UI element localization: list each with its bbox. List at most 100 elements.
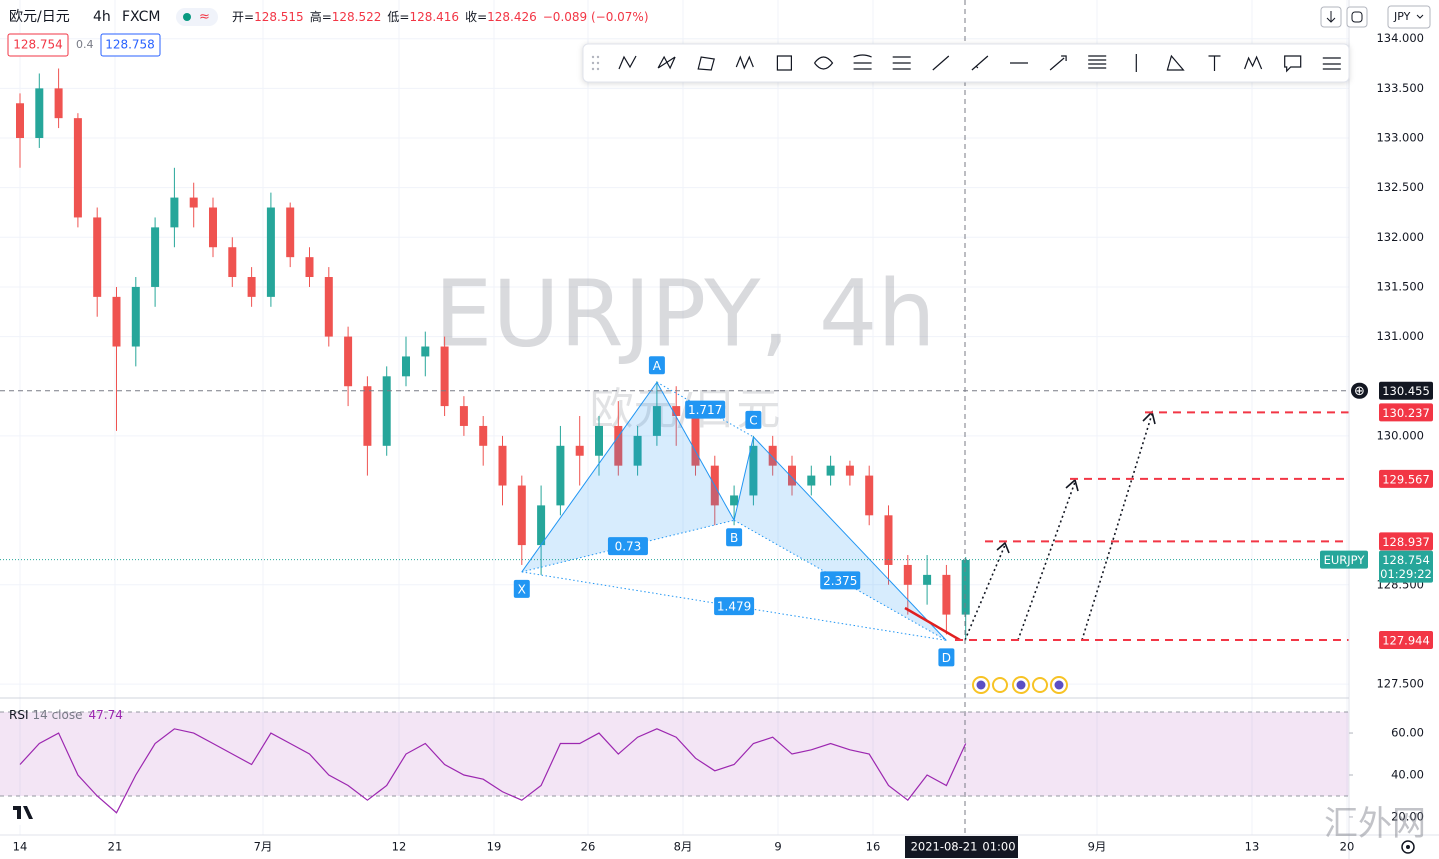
tool-icon[interactable]	[814, 56, 834, 70]
y-tick-label: 131.000	[1376, 329, 1424, 343]
point-label: C	[749, 413, 757, 427]
candle-body	[768, 445, 777, 466]
tool-icon[interactable]	[657, 55, 676, 70]
candle-body	[266, 207, 275, 297]
tool-icon[interactable]	[1166, 54, 1185, 71]
ratio-label: 0.73	[615, 540, 642, 554]
candle-body	[537, 505, 546, 546]
x-tick-label: 9	[774, 840, 781, 854]
ratio-line	[733, 519, 947, 641]
pattern-leg	[753, 436, 947, 641]
x-tick-label: 12	[392, 840, 407, 854]
last-symbol: EURJPY	[1324, 553, 1366, 567]
ask-box[interactable]	[100, 33, 161, 57]
event-icons	[972, 676, 1068, 694]
candle-body	[170, 197, 179, 228]
tool-icon[interactable]	[932, 55, 950, 71]
point-box	[938, 648, 955, 667]
candle-body	[382, 376, 391, 446]
y-tick-label: 132.500	[1376, 180, 1424, 194]
x-tick-label: 21	[108, 840, 123, 854]
rsi-legend-part: 14 close	[33, 708, 83, 722]
point-box	[745, 410, 762, 429]
tool-icon[interactable]	[697, 56, 715, 71]
tool-icon[interactable]	[853, 54, 872, 70]
y-tick-label: 132.000	[1376, 230, 1424, 244]
crosshair-add: ⊕	[1354, 384, 1365, 399]
tool-icon[interactable]	[892, 56, 911, 70]
level-box	[1379, 532, 1433, 551]
tool-icon[interactable]	[971, 55, 989, 71]
candle-body	[749, 445, 758, 496]
tool-icon[interactable]	[1088, 55, 1107, 69]
candle-body	[324, 277, 333, 337]
watermark-title: EURJPY, 4h	[434, 260, 936, 367]
candle-body	[961, 559, 970, 615]
candle-body	[730, 495, 739, 506]
tool-icon[interactable]	[1284, 55, 1302, 73]
indicator-flag: ≈	[199, 10, 210, 25]
ohlc-value: 128.426	[487, 10, 537, 24]
tool-icon[interactable]	[776, 55, 793, 71]
ratio-box	[714, 597, 755, 616]
pattern-leg	[656, 382, 735, 521]
settings-icon[interactable]	[1401, 840, 1415, 854]
symbol: 欧元/日元	[9, 9, 70, 25]
candle-body	[35, 88, 44, 139]
tool-icon[interactable]	[735, 55, 754, 70]
rsi-band	[0, 712, 1349, 796]
candle-body	[788, 465, 796, 486]
ohlc-label: 收=	[465, 10, 487, 24]
crosshair-add-box[interactable]	[1351, 382, 1368, 399]
y-tick-label: 130.000	[1376, 428, 1424, 442]
candle-body	[556, 445, 565, 506]
ohlc-value: 128.416	[409, 10, 459, 24]
reset-button[interactable]	[1346, 6, 1368, 28]
tool-icon[interactable]	[1244, 55, 1263, 70]
x-tick-label: 14	[13, 840, 28, 854]
candle-body	[344, 336, 353, 387]
y-tick-label: 134.000	[1376, 31, 1424, 45]
point-box	[513, 579, 530, 598]
point-box	[648, 356, 665, 375]
tool-icon[interactable]	[1322, 57, 1341, 70]
top-right-controls: JPY	[1320, 5, 1431, 29]
candle-body	[942, 574, 951, 615]
ohlc-change: −0.089 (−0.07%)	[543, 10, 649, 24]
y-tick-label: 133.500	[1376, 81, 1424, 95]
candle-body	[363, 386, 372, 446]
candle-body	[189, 197, 198, 208]
tool-icon[interactable]	[1049, 55, 1067, 71]
last-price-box	[1379, 550, 1433, 583]
candle-body	[54, 88, 63, 119]
tool-icon[interactable]	[618, 55, 637, 70]
candle-body	[151, 227, 160, 287]
toolbar-tools	[618, 54, 1341, 73]
last-price-label: 128.754	[1382, 553, 1430, 567]
ohlc-value: 128.522	[332, 10, 382, 24]
ohlc-label: 高=	[310, 9, 332, 24]
candle-body	[826, 465, 835, 476]
bid-box[interactable]	[7, 33, 69, 57]
crosshair-time: 01:00	[982, 840, 1015, 854]
ratio-label: 1.479	[717, 600, 751, 614]
candle-body	[247, 277, 256, 297]
countdown: 01:29:22	[1380, 567, 1432, 581]
arrow	[964, 544, 1006, 641]
y-tick-label: 131.500	[1376, 279, 1424, 293]
axis: 134.000 133.500 133.000 132.500 132.000 131.5…	[9, 31, 1433, 858]
candle-body	[865, 475, 874, 516]
legend-header: 欧元/日元 4h FXCM ≈ 开=128.515 高=128.522 低=128.…	[7, 8, 649, 57]
candle-body	[286, 207, 295, 258]
status-pill[interactable]	[176, 8, 218, 26]
plot: 0.73 1.717 2.375 1.479 X A B C D	[0, 68, 1349, 814]
toolbar-grip[interactable]	[591, 55, 600, 71]
x-tick-label: 20	[1340, 840, 1355, 854]
candle-body	[73, 118, 82, 218]
x-tick-label: 9月	[1088, 840, 1107, 854]
point-label: B	[730, 531, 738, 545]
event-icon	[1032, 677, 1048, 693]
currency-select[interactable]	[1387, 5, 1431, 29]
tool-icon[interactable]	[1208, 55, 1221, 71]
pattern-leg	[521, 381, 658, 573]
